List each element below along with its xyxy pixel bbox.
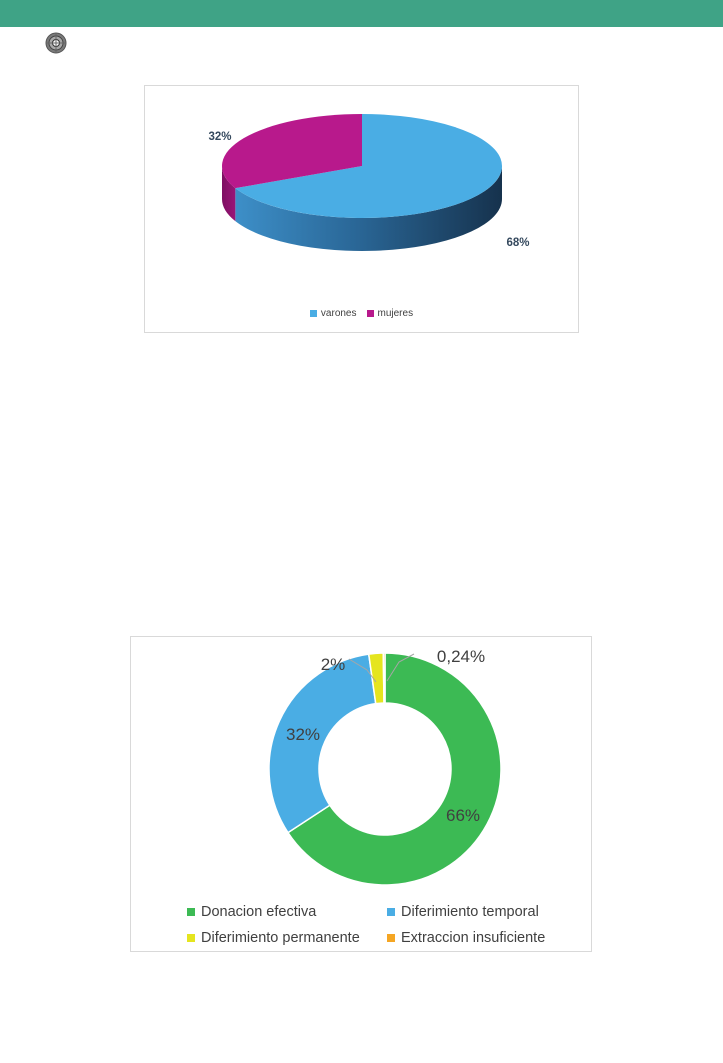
donation-doughnut-chart: 66% 32% 2% 0,24% Donacion efectiva Diferimi…	[130, 636, 592, 952]
legend-label-varones: varones	[320, 308, 357, 319]
legend-label-diferimiento-permanente: Diferimiento permanente	[201, 930, 360, 946]
legend-item-mujeres: mujeres	[366, 308, 414, 319]
legend-item-diferimiento-temporal: Diferimiento temporal	[387, 899, 567, 925]
legend-item-donacion-efectiva: Donacion efectiva	[187, 899, 387, 925]
doughnut-label-extraccion-insuficiente: 0,24%	[437, 647, 485, 666]
doughnut-label-diferimiento-permanente: 2%	[321, 655, 346, 674]
legend-swatch-donacion-efectiva	[187, 908, 195, 916]
legend-swatch-varones	[309, 310, 317, 317]
pie-label-mujeres: 32%	[208, 131, 231, 143]
legend-swatch-extraccion-insuficiente	[387, 934, 395, 942]
legend-swatch-diferimiento-temporal	[387, 908, 395, 916]
doughnut-leader-diferimiento-permanente	[348, 658, 377, 683]
pie-side-mujeres	[222, 166, 236, 222]
gear-seal-icon	[45, 32, 67, 54]
legend-label-mujeres: mujeres	[377, 308, 414, 319]
legend-swatch-diferimiento-permanente	[187, 934, 195, 942]
legend-label-diferimiento-temporal: Diferimiento temporal	[401, 904, 539, 920]
gender-pie-legend: varones mujeres	[145, 308, 578, 319]
gender-pie-chart: 68% 32% varones mujeres	[144, 85, 579, 333]
legend-swatch-mujeres	[366, 310, 374, 317]
pie-label-varones: 68%	[506, 237, 529, 249]
donation-doughnut-svg: 66% 32% 2% 0,24%	[268, 647, 502, 886]
legend-item-diferimiento-permanente: Diferimiento permanente	[187, 925, 387, 951]
doughnut-slice-diferimiento-temporal	[268, 653, 377, 834]
doughnut-slice-donacion-efectiva	[286, 652, 502, 886]
header-band	[0, 0, 723, 27]
doughnut-slice-extraccion-insuficiente	[382, 652, 386, 704]
doughnut-label-donacion-efectiva: 66%	[446, 806, 480, 825]
donation-doughnut-legend: Donacion efectiva Diferimiento temporal …	[187, 899, 567, 951]
pie-slice-varones	[235, 114, 502, 218]
gender-pie-svg: 68% 32%	[208, 114, 530, 252]
legend-item-varones: varones	[309, 308, 357, 319]
doughnut-label-diferimiento-temporal: 32%	[286, 725, 320, 744]
pie-slice-mujeres	[221, 114, 362, 189]
legend-label-extraccion-insuficiente: Extraccion insuficiente	[401, 930, 546, 946]
pie-side-varones	[235, 166, 502, 252]
doughnut-leader-extraccion-insuficiente	[386, 653, 415, 682]
legend-item-extraccion-insuficiente: Extraccion insuficiente	[387, 925, 567, 951]
legend-label-donacion-efectiva: Donacion efectiva	[201, 904, 317, 920]
